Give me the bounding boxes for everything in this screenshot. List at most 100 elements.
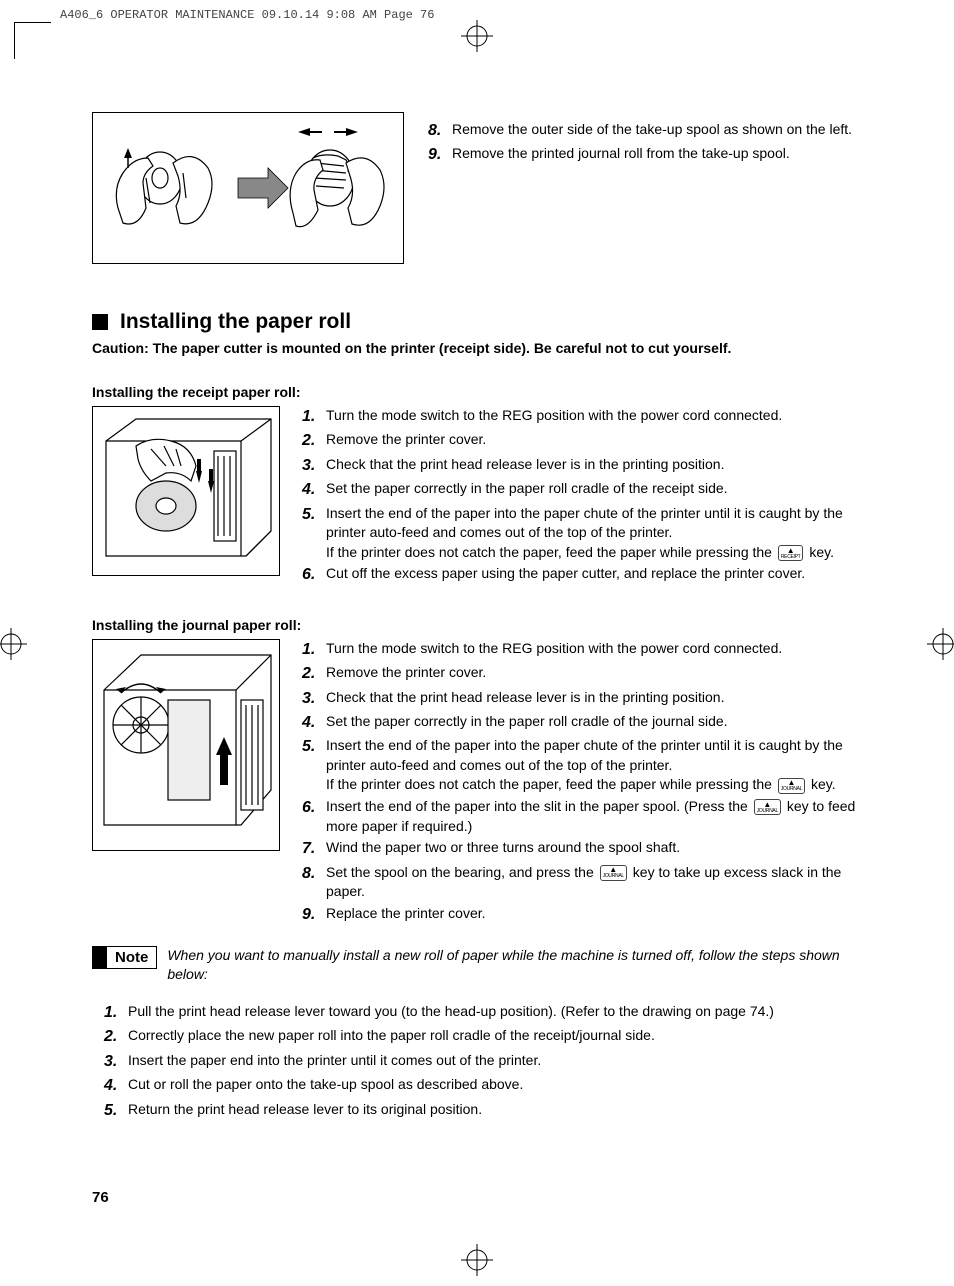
step-text: Return the print head release lever to i… (128, 1100, 862, 1120)
note-text: When you want to manually install a new … (167, 946, 862, 984)
step-item: 3.Check that the print head release leve… (302, 688, 862, 710)
receipt-heading: Installing the receipt paper roll: (92, 384, 862, 400)
step-item: 6.Cut off the excess paper using the pap… (302, 564, 862, 586)
receipt-row: 1.Turn the mode switch to the REG positi… (92, 406, 862, 589)
header-meta: A406_6 OPERATOR MAINTENANCE 09.10.14 9:0… (60, 8, 434, 22)
journal-install-figure (92, 639, 280, 851)
step-text: Remove the printer cover. (326, 430, 862, 450)
journal-row: 1.Turn the mode switch to the REG positi… (92, 639, 862, 929)
figure-step-row: 8. Remove the outer side of the take-up … (92, 112, 862, 264)
step-number: 5. (104, 1100, 126, 1122)
journal-key-icon: ▲JOURNAL (754, 799, 781, 815)
step-text-part: If the printer does not catch the paper,… (326, 544, 776, 560)
step-number: 2. (104, 1026, 126, 1048)
step-number: 7. (302, 838, 324, 860)
step-text: Insert the end of the paper into the pap… (326, 504, 862, 563)
step-text: Insert the end of the paper into the sli… (326, 797, 862, 836)
step-number: 6. (302, 797, 324, 819)
square-bullet-icon (92, 314, 108, 330)
step-number: 3. (302, 688, 324, 710)
step-text: Turn the mode switch to the REG position… (326, 639, 862, 659)
step-text-part: key. (805, 544, 834, 560)
receipt-key-icon: ▲RECEIPT (778, 545, 804, 561)
crop-mark-icon (14, 22, 51, 59)
step-number: 3. (302, 455, 324, 477)
note-block: Note When you want to manually install a… (92, 946, 862, 984)
step-item: 3.Check that the print head release leve… (302, 455, 862, 477)
step-item: 1.Turn the mode switch to the REG positi… (302, 639, 862, 661)
step-text-part: key. (807, 776, 836, 792)
step-item: 5. Insert the end of the paper into the … (302, 504, 862, 563)
step-item: 5. Insert the end of the paper into the … (302, 736, 862, 795)
step-text: Set the spool on the bearing, and press … (326, 863, 862, 902)
step-number: 4. (302, 479, 324, 501)
step-text-part: Set the spool on the bearing, and press … (326, 864, 598, 880)
step-text: Remove the printed journal roll from the… (452, 144, 862, 164)
step-text: Remove the printer cover. (326, 663, 862, 683)
step-text: Pull the print head release lever toward… (128, 1002, 862, 1022)
step-number: 8. (428, 120, 450, 142)
journal-key-icon: ▲JOURNAL (778, 778, 805, 794)
registration-mark-icon (461, 1244, 493, 1276)
step-text: Replace the printer cover. (326, 904, 862, 924)
note-bar-icon (92, 946, 106, 969)
step-text: Insert the paper end into the printer un… (128, 1051, 862, 1071)
step-item: 7.Wind the paper two or three turns arou… (302, 838, 862, 860)
step-item: 8. Remove the outer side of the take-up … (428, 120, 862, 142)
note-badge: Note (92, 946, 157, 969)
step-text: Insert the end of the paper into the pap… (326, 736, 862, 795)
step-text-part: Insert the end of the paper into the pap… (326, 505, 843, 541)
step-text-part: If the printer does not catch the paper,… (326, 776, 776, 792)
step-text: Cut or roll the paper onto the take-up s… (128, 1075, 862, 1095)
step-item: 9.Replace the printer cover. (302, 904, 862, 926)
note-label: Note (106, 946, 157, 969)
step-item: 1.Pull the print head release lever towa… (104, 1002, 862, 1024)
step-number: 6. (302, 564, 324, 586)
step-text: Check that the print head release lever … (326, 688, 862, 708)
step-item: 8. Set the spool on the bearing, and pre… (302, 863, 862, 902)
step-text: Check that the print head release lever … (326, 455, 862, 475)
spool-removal-figure (92, 112, 404, 264)
step-text: Cut off the excess paper using the paper… (326, 564, 862, 584)
step-number: 5. (302, 736, 324, 758)
step-item: 2.Remove the printer cover. (302, 663, 862, 685)
step-item: 6. Insert the end of the paper into the … (302, 797, 862, 836)
step-text: Correctly place the new paper roll into … (128, 1026, 862, 1046)
step-item: 1.Turn the mode switch to the REG positi… (302, 406, 862, 428)
step-item: 2.Correctly place the new paper roll int… (104, 1026, 862, 1048)
step-text: Remove the outer side of the take-up spo… (452, 120, 862, 140)
journal-heading: Installing the journal paper roll: (92, 617, 862, 633)
step-number: 1. (104, 1002, 126, 1024)
step-item: 3.Insert the paper end into the printer … (104, 1051, 862, 1073)
journal-key-icon: ▲JOURNAL (600, 865, 627, 881)
page: A406_6 OPERATOR MAINTENANCE 09.10.14 9:0… (0, 0, 954, 1286)
step-item: 5.Return the print head release lever to… (104, 1100, 862, 1122)
manual-steps: 1.Pull the print head release lever towa… (92, 1002, 862, 1122)
step-item: 4.Set the paper correctly in the paper r… (302, 479, 862, 501)
step-number: 5. (302, 504, 324, 526)
registration-mark-icon (927, 628, 954, 660)
content: 8. Remove the outer side of the take-up … (92, 0, 862, 1122)
step-number: 9. (428, 144, 450, 166)
step-number: 2. (302, 430, 324, 452)
step-text: Wind the paper two or three turns around… (326, 838, 862, 858)
receipt-install-figure (92, 406, 280, 576)
step-item: 9. Remove the printed journal roll from … (428, 144, 862, 166)
section-header: Installing the paper roll (92, 310, 862, 334)
step-number: 9. (302, 904, 324, 926)
registration-mark-icon (461, 20, 493, 52)
page-number: 76 (92, 1189, 109, 1206)
step-number: 4. (302, 712, 324, 734)
step-text: Turn the mode switch to the REG position… (326, 406, 862, 426)
step-number: 8. (302, 863, 324, 885)
step-text-part: Insert the end of the paper into the sli… (326, 798, 752, 814)
step-number: 3. (104, 1051, 126, 1073)
step-number: 1. (302, 639, 324, 661)
caution-text: Caution: The paper cutter is mounted on … (92, 340, 862, 356)
receipt-steps: 1.Turn the mode switch to the REG positi… (302, 406, 862, 589)
step-item: 4.Cut or roll the paper onto the take-up… (104, 1075, 862, 1097)
step-text: Set the paper correctly in the paper rol… (326, 479, 862, 499)
step-text-part: Insert the end of the paper into the pap… (326, 737, 843, 773)
journal-steps: 1.Turn the mode switch to the REG positi… (302, 639, 862, 929)
top-steps: 8. Remove the outer side of the take-up … (428, 112, 862, 169)
